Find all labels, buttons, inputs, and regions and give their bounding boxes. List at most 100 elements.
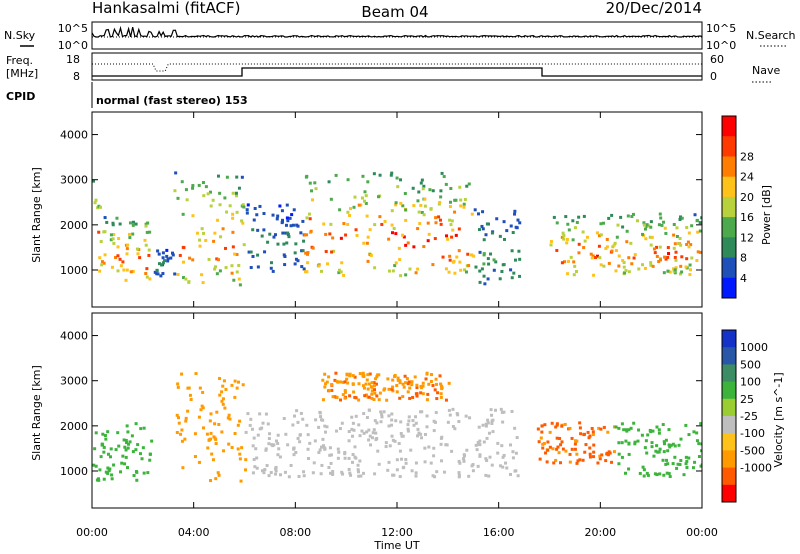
velocity-echo-cell — [139, 427, 143, 431]
power-echo-cell — [472, 254, 476, 258]
velocity-echo-cell — [700, 449, 702, 453]
power-echo-cell — [689, 243, 693, 247]
power-echo-cell — [294, 242, 298, 246]
power-echo-cell — [490, 231, 494, 235]
power-echo-cell — [285, 216, 289, 220]
power-echo-cell — [438, 200, 442, 204]
velocity-echo-cell — [632, 421, 636, 425]
power-echo-cell — [563, 260, 567, 264]
power-echo-cell — [477, 228, 481, 232]
velocity-echo-cell — [655, 444, 659, 448]
velocity-echo-cell — [218, 393, 222, 397]
velocity-panel-frame — [91, 312, 703, 509]
velocity-echo-cell — [210, 452, 214, 456]
power-echo-cell — [242, 243, 246, 247]
velocity-echo-cell — [317, 425, 321, 429]
power-echo-cell — [457, 249, 461, 253]
velocity-echo-cell — [122, 438, 126, 442]
velocity-echo-cell — [393, 374, 397, 378]
velocity-echo-cell — [515, 436, 519, 440]
power-echo-cell — [378, 173, 382, 177]
velocity-echo-cell — [684, 462, 688, 466]
power-echo-cell — [337, 271, 341, 275]
velocity-echo-cell — [269, 471, 273, 475]
velocity-echo-cell — [260, 469, 264, 473]
velocity-echo-cell — [427, 382, 431, 386]
power-echo-cell — [296, 224, 300, 228]
power-echo-cell — [626, 214, 630, 218]
velocity-echo-cell — [112, 463, 116, 467]
power-echo-cell — [645, 223, 649, 227]
velocity-echo-cell — [148, 458, 152, 462]
velocity-echo-cell — [343, 456, 347, 460]
velocity-echo-cell — [439, 395, 443, 399]
velocity-colorbar-swatch — [722, 450, 736, 469]
power-colorbar-tick: 24 — [740, 171, 754, 184]
velocity-echo-cell — [322, 444, 326, 448]
velocity-echo-cell — [664, 438, 668, 442]
power-echo-cell — [280, 221, 284, 225]
power-echo-cell — [698, 221, 702, 225]
power-echo-cell — [441, 255, 445, 259]
velocity-echo-cell — [180, 439, 184, 443]
power-echo-cell — [215, 257, 219, 261]
power-echo-cell — [622, 261, 626, 265]
power-echo-cell — [288, 216, 292, 220]
power-echo-cell — [575, 220, 579, 224]
power-echo-cell — [510, 249, 514, 253]
power-echo-cell — [310, 189, 314, 193]
velocity-echo-cell — [277, 447, 281, 451]
power-echo-cell — [125, 247, 129, 251]
power-echo-cell — [605, 237, 609, 241]
velocity-echo-cell — [485, 436, 489, 440]
velocity-echo-cell — [135, 478, 139, 482]
velocity-echo-cell — [264, 412, 268, 416]
power-echo-cell — [159, 274, 163, 278]
velocity-echo-cell — [250, 427, 254, 431]
power-echo-cell — [156, 272, 160, 276]
power-echo-cell — [607, 261, 611, 265]
velocity-echo-cell — [295, 409, 299, 413]
velocity-colorbar: 1000 500 100 25 -25 -100 -500 -1000 — [721, 329, 772, 503]
frequency-tick-bottom: 8 — [73, 70, 80, 83]
velocity-echo-cell — [123, 462, 127, 466]
velocity-echo-cell — [146, 471, 150, 475]
power-echo-cell — [276, 214, 280, 218]
power-echo-cell — [450, 219, 454, 223]
power-echo-cell — [225, 210, 229, 214]
power-echo-cell — [567, 228, 571, 232]
power-echo-cell — [147, 253, 151, 257]
power-echo-cell — [305, 270, 309, 274]
power-echo-cell — [592, 273, 596, 277]
power-echo-cell — [246, 203, 250, 207]
power-echo-cell — [690, 256, 694, 260]
power-echo-cell — [560, 261, 564, 265]
velocity-echo-cell — [584, 443, 588, 447]
noise-tick-left-top: 10^5 — [58, 22, 88, 35]
velocity-echo-cell — [233, 395, 237, 399]
velocity-echo-cell — [354, 396, 358, 400]
velocity-echo-cell — [643, 446, 647, 450]
power-echo-cell — [462, 202, 466, 206]
velocity-echo-cell — [385, 398, 389, 402]
velocity-echo-cell — [390, 434, 394, 438]
power-echo-cell — [673, 268, 677, 272]
velocity-echo-cell — [436, 391, 440, 395]
velocity-echo-cell — [181, 466, 185, 470]
velocity-echo-cell — [597, 426, 601, 430]
velocity-echo-cell — [379, 420, 383, 424]
velocity-echo-cell — [491, 430, 495, 434]
velocity-echo-cell — [679, 458, 683, 462]
velocity-echo-cell — [484, 422, 488, 426]
power-echo-cell — [131, 232, 135, 236]
velocity-echo-cell — [370, 436, 374, 440]
power-echo-cell — [467, 264, 471, 268]
velocity-echo-cell — [370, 389, 374, 393]
velocity-echo-cell — [537, 440, 541, 444]
power-echo-cell — [394, 201, 398, 205]
velocity-echo-cell — [540, 424, 544, 428]
velocity-echo-cell — [235, 386, 239, 390]
power-echo-cell — [453, 210, 457, 214]
velocity-echo-cell — [351, 434, 355, 438]
power-echo-cell — [431, 263, 435, 267]
